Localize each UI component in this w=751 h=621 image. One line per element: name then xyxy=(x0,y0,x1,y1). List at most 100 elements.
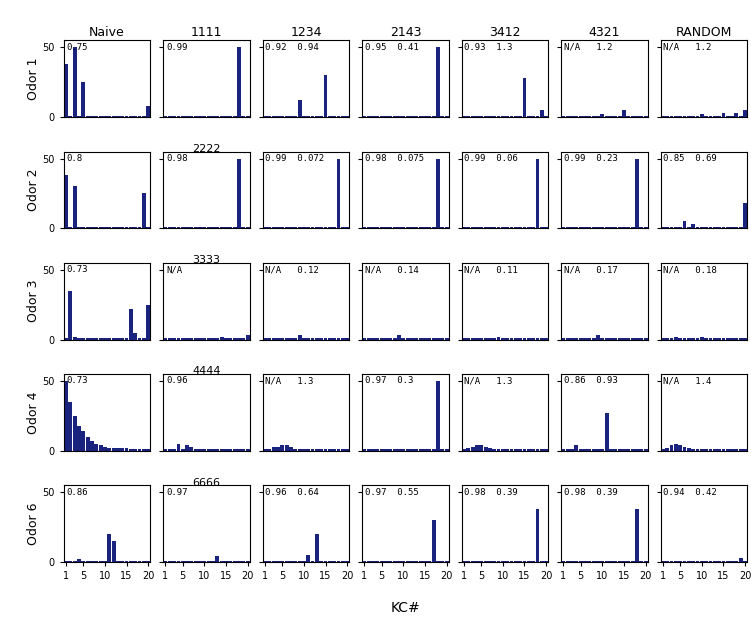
Bar xyxy=(423,450,427,451)
Bar xyxy=(319,338,323,340)
Bar xyxy=(695,450,699,451)
Bar xyxy=(527,338,531,340)
Bar xyxy=(86,437,89,451)
Bar xyxy=(397,116,401,117)
Bar xyxy=(86,227,89,229)
Bar xyxy=(172,116,176,117)
Bar xyxy=(146,305,150,340)
Bar xyxy=(725,338,730,340)
Bar xyxy=(272,561,276,562)
Bar xyxy=(618,450,622,451)
Text: 0.94  0.42: 0.94 0.42 xyxy=(663,487,717,497)
Bar xyxy=(103,116,107,117)
Bar xyxy=(142,561,146,562)
Bar xyxy=(579,561,583,562)
Bar xyxy=(717,561,721,562)
Bar xyxy=(302,116,306,117)
Bar xyxy=(306,338,310,340)
Bar xyxy=(579,116,583,117)
Bar xyxy=(445,561,448,562)
Bar xyxy=(665,338,669,340)
Bar xyxy=(479,445,483,451)
Bar xyxy=(566,450,570,451)
Bar xyxy=(216,450,219,451)
Bar xyxy=(644,227,647,229)
Bar xyxy=(674,227,678,229)
Bar xyxy=(596,227,600,229)
Bar xyxy=(410,561,414,562)
Bar xyxy=(708,116,713,117)
Bar xyxy=(380,227,384,229)
Bar xyxy=(332,561,336,562)
Bar xyxy=(384,338,388,340)
Bar xyxy=(674,444,678,451)
Bar xyxy=(440,450,445,451)
Bar xyxy=(73,416,77,451)
Bar xyxy=(496,116,500,117)
Bar xyxy=(393,561,397,562)
Bar xyxy=(297,227,301,229)
Bar xyxy=(228,338,232,340)
Bar xyxy=(535,158,539,229)
Bar xyxy=(587,450,591,451)
Bar xyxy=(233,450,237,451)
Bar xyxy=(440,227,445,229)
Bar xyxy=(95,444,98,451)
Bar xyxy=(570,450,574,451)
Bar xyxy=(708,561,713,562)
Bar xyxy=(462,227,466,229)
Bar xyxy=(622,338,626,340)
Bar xyxy=(341,561,345,562)
Bar xyxy=(73,561,77,562)
Bar xyxy=(341,450,345,451)
Bar xyxy=(436,158,440,229)
Bar xyxy=(280,445,284,451)
Bar xyxy=(297,101,301,117)
Title: 1234: 1234 xyxy=(291,26,322,39)
Bar xyxy=(730,116,734,117)
Bar xyxy=(164,227,167,229)
Bar xyxy=(112,116,116,117)
Bar xyxy=(743,338,747,340)
Bar xyxy=(146,561,150,562)
Bar xyxy=(626,227,630,229)
Bar xyxy=(172,338,176,340)
Bar xyxy=(233,227,237,229)
Bar xyxy=(366,561,371,562)
Text: 0.98  0.39: 0.98 0.39 xyxy=(564,487,617,497)
Bar xyxy=(575,561,578,562)
Bar xyxy=(289,561,293,562)
Bar xyxy=(194,450,198,451)
Bar xyxy=(583,450,587,451)
Bar xyxy=(116,116,120,117)
Bar xyxy=(77,425,81,451)
Bar xyxy=(635,450,639,451)
Bar xyxy=(168,116,172,117)
Bar xyxy=(505,116,509,117)
Bar xyxy=(176,116,180,117)
Bar xyxy=(535,116,539,117)
Bar xyxy=(297,335,301,340)
Bar xyxy=(631,450,635,451)
Text: N/A   1.4: N/A 1.4 xyxy=(663,376,712,386)
Bar xyxy=(384,227,388,229)
Bar xyxy=(419,338,423,340)
Bar xyxy=(380,450,384,451)
Bar xyxy=(687,338,691,340)
Bar xyxy=(306,116,310,117)
Bar xyxy=(164,450,167,451)
Bar xyxy=(272,116,276,117)
Bar xyxy=(64,338,68,340)
Bar xyxy=(670,227,674,229)
Bar xyxy=(496,337,500,340)
Bar xyxy=(388,450,392,451)
Bar xyxy=(220,116,224,117)
Bar xyxy=(366,450,371,451)
Bar xyxy=(371,450,375,451)
Bar xyxy=(203,227,207,229)
Bar xyxy=(488,227,492,229)
Bar xyxy=(185,227,189,229)
Bar xyxy=(181,450,185,451)
Bar xyxy=(734,450,738,451)
Text: 0.99  0.06: 0.99 0.06 xyxy=(464,154,518,163)
